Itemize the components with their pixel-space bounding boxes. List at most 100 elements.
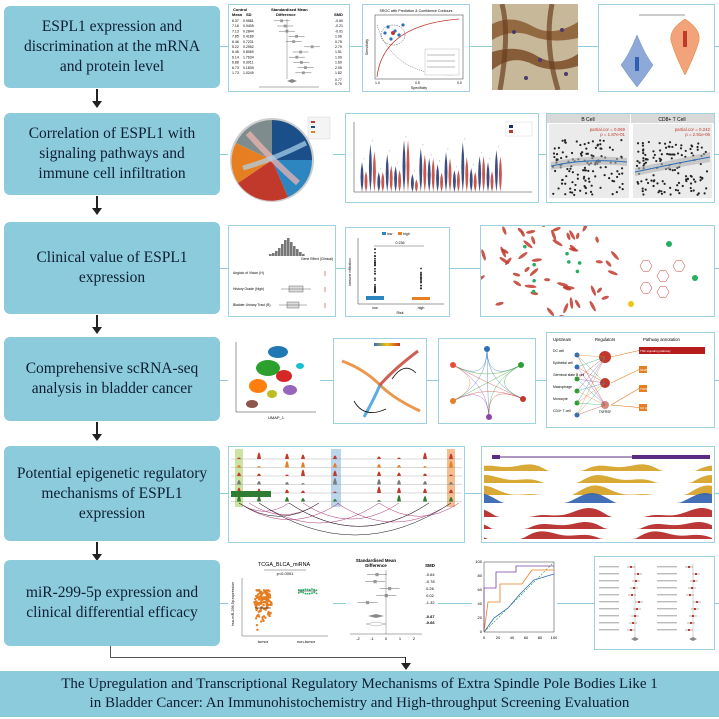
tumor-dot [257,603,261,606]
ligand-atom [577,261,582,265]
step-scrna-seq: Comprehensive scRNA-seq analysis in blad… [4,337,220,421]
pathway-link [576,354,606,384]
scatter-dot [621,188,624,191]
scatter-dot [611,193,614,196]
violin-low [377,172,381,192]
violin-high [389,165,393,192]
forest-summary-diamond [287,79,297,83]
violin-low [427,158,431,192]
down-arrow [92,89,102,108]
violin-box [683,31,687,47]
tumor-dot [259,608,262,611]
forest-row-sd: 0.1839 [243,66,254,70]
peak [285,474,289,476]
protein-docking-structure [480,225,715,317]
subforest-point [696,601,698,603]
step-correlation-pathways: Correlation of ESPL1 with signaling path… [4,113,220,195]
forest-point [280,19,283,23]
peak [257,466,261,468]
outlier-point [420,267,422,270]
ligand-ring [656,270,670,282]
peak [301,454,305,459]
peak [237,457,241,459]
violin-high [482,156,486,192]
scatter-dot [652,184,655,188]
scatter-dot [553,147,556,150]
outlier-point [374,287,376,290]
subforest-point [630,566,632,568]
histogram-bar [275,251,278,256]
violin-sig: * [380,168,382,171]
scatter-dot [641,142,644,145]
scatter-dot [637,150,640,153]
sroc-legend [424,48,460,76]
subforest-label [657,566,677,568]
network-node [450,398,456,404]
subforest-point [630,629,632,631]
scatter-dot [690,151,693,155]
sroc-ylabel: Sensitivity [365,39,369,55]
scatter-dot [579,189,582,192]
scatter-dot [694,180,697,183]
ihc-nucleus [512,30,516,34]
tumor-dot [265,602,268,606]
clinical-label-c: Bladder Urinary Tract (B) [233,303,271,307]
sroc-point [389,37,393,41]
scatter-dot [589,190,593,193]
pathway-bar [639,404,647,411]
violin-sig: * [389,150,391,153]
scatter-dot [676,152,680,155]
scatter-dot [686,177,689,180]
forest-row-sd: 0.3011 [243,61,253,65]
violin-sig: * [405,136,407,139]
box-pval: 0.236 [396,241,405,245]
scatter-dot [557,187,560,190]
subforest-point [693,580,695,582]
subforest-point [695,573,697,575]
pathway-link [576,404,606,416]
forest2-point [388,587,392,591]
forest2-tick: 1 [399,636,402,641]
tumor-dot [268,589,271,593]
nontumor-dot [309,589,311,591]
scatter-dot [700,146,703,149]
tumor-dot [256,595,259,598]
violin-sig: * [397,162,399,165]
helix [531,258,543,262]
helix [523,240,533,249]
peak [285,489,289,493]
network-node [520,396,526,402]
nontumor-dot [302,589,304,591]
scatter-dot [636,142,640,145]
scatter-dot [615,191,618,194]
outlier-point [420,274,422,276]
chord-diagram [228,113,333,206]
scatter-dot [646,181,650,185]
histogram-bar [293,246,296,256]
pathway-link [576,356,606,416]
scatter-dot [553,155,556,159]
chromatin-loop [258,502,380,524]
helix [544,278,551,282]
tumor-dot [255,589,259,592]
scatter-dot [590,184,593,187]
mirna-pval: p<0.0001 [277,571,295,576]
scatter-dot [552,192,555,195]
ihc-nucleus [564,72,568,76]
histogram-bar [278,248,281,256]
peak [423,496,427,502]
tumor-dot [268,613,271,617]
scatter-dot [564,182,567,185]
ligand-ring [639,282,653,294]
roc-ytick: 0 [480,629,483,634]
peak [333,478,337,485]
scatter-dot [587,177,590,180]
scatter-dot [691,145,694,148]
scatter-dot [642,152,645,155]
forest2-value: 0.02 [426,593,435,598]
forest-row-smd: 1.60 [335,61,342,65]
scatter-dot [689,186,692,190]
subforest-label [599,615,619,617]
upstream-label: Monocyte [553,397,568,401]
scatter-dot [689,147,692,151]
